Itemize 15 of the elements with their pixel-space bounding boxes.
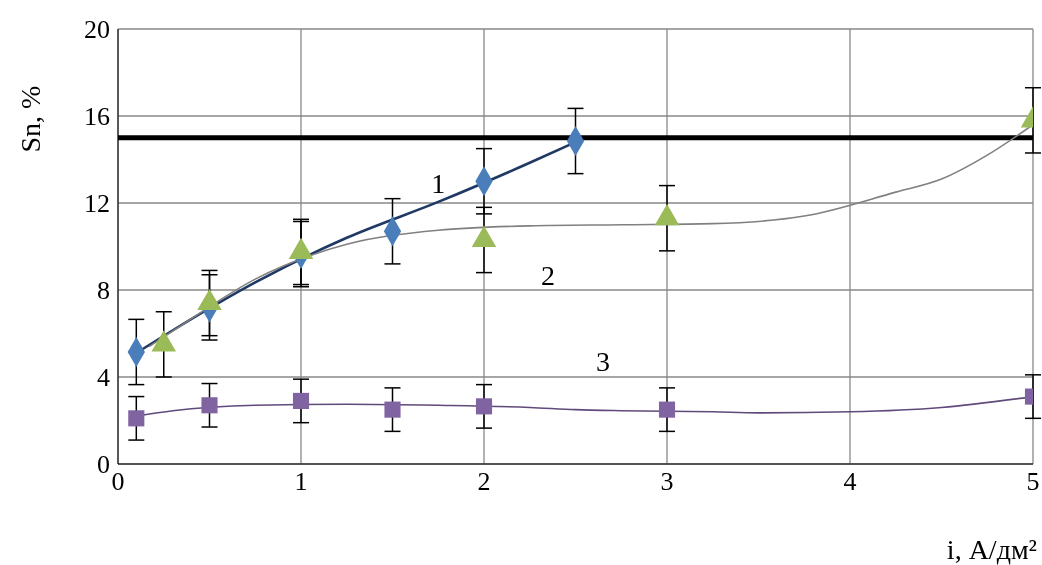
x-tick-label: 2 xyxy=(477,467,491,497)
y-tick-label: 4 xyxy=(97,363,110,393)
annotation: 3 xyxy=(595,345,610,377)
y-tick-label: 16 xyxy=(84,102,110,132)
y-axis-title: Sn, % xyxy=(15,85,46,153)
y-tick-label: 20 xyxy=(84,15,110,45)
x-tick-label: 4 xyxy=(843,467,857,497)
annotation: 2 xyxy=(541,259,556,291)
y-tick-label: 8 xyxy=(97,276,110,306)
x-tick-label: 3 xyxy=(660,467,674,497)
x-tick-label: 5 xyxy=(1026,467,1040,497)
y-tick-label: 12 xyxy=(84,189,110,219)
x-tick-label: 1 xyxy=(294,467,308,497)
annotation: 1 xyxy=(431,168,446,199)
x-axis-title: i, А/дм² xyxy=(946,534,1037,565)
